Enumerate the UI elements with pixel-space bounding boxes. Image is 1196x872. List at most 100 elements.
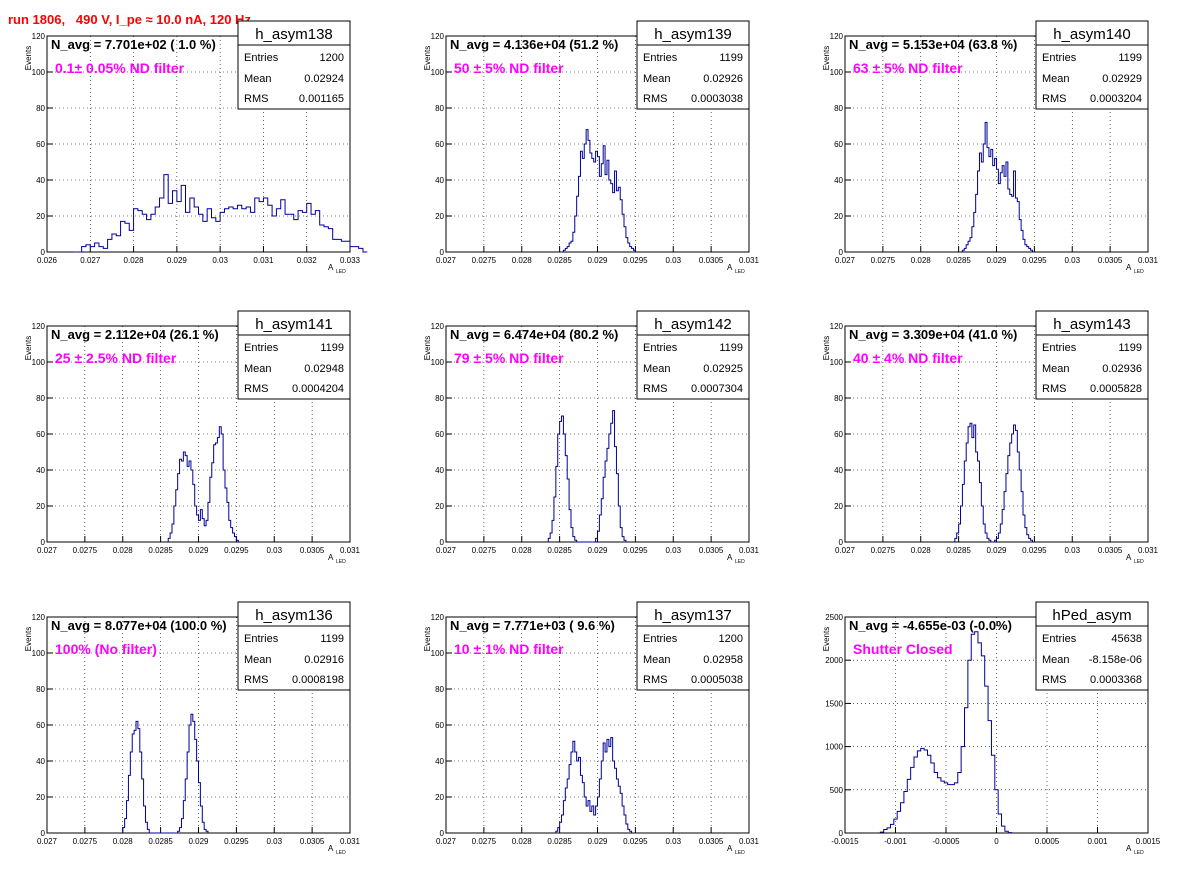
stat-mean-value: 0.02929 <box>1102 73 1142 85</box>
navg-label: N_avg = 4.136e+04 (51.2 %) <box>450 37 618 52</box>
x-tick-label: 0.031 <box>340 546 361 555</box>
y-tick-label: 80 <box>834 104 843 113</box>
x-tick-label: 0.0295 <box>623 256 648 265</box>
histogram-line <box>961 121 1033 252</box>
y-axis-title: Events <box>24 46 33 70</box>
x-tick-label: 0.03 <box>1064 256 1080 265</box>
y-tick-label: 20 <box>36 793 45 802</box>
navg-label: N_avg = 7.771e+03 ( 9.6 %) <box>450 618 615 633</box>
y-tick-label: 80 <box>435 685 444 694</box>
histogram-panel: 0.027 0.0275 0.028 0.0285 0.029 0.0295 0.03 0.0… <box>423 20 760 275</box>
histogram-panel: -0.0015 -0.001 -0.0005 0 0.0005 0.001 0.0015 0 5… <box>822 601 1161 856</box>
navg-label: N_avg = 6.474e+04 (80.2 %) <box>450 327 618 342</box>
filter-label: 0.1± 0.05% ND filter <box>55 60 185 76</box>
x-tick-label: 0.028 <box>113 546 134 555</box>
x-tick-label: 0.033 <box>340 256 361 265</box>
stat-rms-label: RMS <box>1042 674 1066 686</box>
x-axis-title: A <box>328 263 334 272</box>
y-tick-label: 120 <box>830 32 844 41</box>
histogram-name: h_asym139 <box>654 26 732 43</box>
stat-rms-label: RMS <box>1042 383 1066 395</box>
x-axis-title-sub: LED <box>1134 559 1144 565</box>
y-tick-label: 40 <box>435 466 444 475</box>
stat-entries-value: 45638 <box>1111 633 1142 645</box>
x-tick-label: 0.0305 <box>699 837 724 846</box>
stat-rms-label: RMS <box>244 383 268 395</box>
filter-label: 50 ± 5% ND filter <box>454 60 564 76</box>
y-tick-label: 120 <box>431 322 445 331</box>
navg-label: N_avg = 5.153e+04 (63.8 %) <box>849 37 1017 52</box>
y-tick-label: 40 <box>834 176 843 185</box>
x-tick-label: 0.001 <box>1087 837 1108 846</box>
y-tick-label: 20 <box>834 502 843 511</box>
filter-label: 40 ± 4% ND filter <box>853 350 963 366</box>
x-tick-label: 0.029 <box>587 837 608 846</box>
y-tick-label: 0 <box>41 538 46 547</box>
x-tick-label: 0.029 <box>587 546 608 555</box>
histogram-panel: 0.027 0.0275 0.028 0.0285 0.029 0.0295 0.03 0.0… <box>423 310 760 565</box>
y-tick-label: 40 <box>435 757 444 766</box>
x-tick-label: -0.0005 <box>932 837 960 846</box>
histogram-panel: 0.027 0.0275 0.028 0.0285 0.029 0.0295 0.03 0.0… <box>24 310 361 565</box>
y-tick-label: 80 <box>834 394 843 403</box>
x-tick-label: 0.0305 <box>1098 546 1123 555</box>
y-tick-label: 100 <box>32 358 46 367</box>
navg-label: N_avg = 8.077e+04 (100.0 %) <box>51 618 227 633</box>
stat-entries-label: Entries <box>643 633 678 645</box>
y-tick-label: 60 <box>435 721 444 730</box>
x-tick-label: 0.0015 <box>1136 837 1161 846</box>
x-tick-label: 0.027 <box>835 546 856 555</box>
y-tick-label: 20 <box>435 212 444 221</box>
y-tick-label: 100 <box>830 68 844 77</box>
x-tick-label: 0.0295 <box>224 546 249 555</box>
x-tick-label: 0.029 <box>986 256 1007 265</box>
histogram-name: h_asym138 <box>255 26 333 43</box>
histogram-name: h_asym141 <box>255 316 333 333</box>
y-tick-label: 0 <box>839 538 844 547</box>
x-tick-label: 0.029 <box>188 546 209 555</box>
y-tick-label: 0 <box>839 829 844 838</box>
x-tick-label: 0.0275 <box>73 546 98 555</box>
stat-rms-value: 0.0005038 <box>691 674 743 686</box>
x-tick-label: 0.028 <box>512 256 533 265</box>
y-axis-title: Events <box>423 46 432 70</box>
y-tick-label: 20 <box>36 212 45 221</box>
stat-entries-label: Entries <box>643 52 678 64</box>
y-tick-label: 40 <box>36 757 45 766</box>
navg-label: N_avg = 2.112e+04 (26.1 %) <box>51 327 219 342</box>
y-axis-title: Events <box>24 627 33 651</box>
y-tick-label: 0 <box>440 829 445 838</box>
stat-entries-value: 1199 <box>1118 342 1142 354</box>
stat-rms-label: RMS <box>643 674 667 686</box>
navg-label: N_avg = -4.655e-03 (-0.0%) <box>849 618 1012 633</box>
stat-rms-value: 0.001165 <box>299 93 344 105</box>
x-tick-label: 0.03 <box>665 256 681 265</box>
x-tick-label: 0.028 <box>512 837 533 846</box>
x-tick-label: 0.0295 <box>623 546 648 555</box>
x-tick-label: 0.028 <box>113 837 134 846</box>
x-tick-label: 0.032 <box>297 256 318 265</box>
y-tick-label: 80 <box>435 104 444 113</box>
x-tick-label: 0.0275 <box>472 256 497 265</box>
y-tick-label: 40 <box>36 176 45 185</box>
stat-rms-label: RMS <box>1042 93 1066 105</box>
y-tick-label: 120 <box>32 322 46 331</box>
y-tick-label: 120 <box>431 32 445 41</box>
y-tick-label: 100 <box>32 68 46 77</box>
x-tick-label: 0.0305 <box>300 546 325 555</box>
x-axis-title-sub: LED <box>735 559 745 565</box>
x-tick-label: 0.029 <box>986 546 1007 555</box>
y-tick-label: 2500 <box>825 613 843 622</box>
histogram-panel: 0.027 0.0275 0.028 0.0285 0.029 0.0295 0.03 0.0… <box>24 601 361 856</box>
histogram-panel: 0.027 0.0275 0.028 0.0285 0.029 0.0295 0.03 0.0… <box>822 20 1159 275</box>
x-tick-label: 0.031 <box>739 837 760 846</box>
stat-mean-value: 0.02916 <box>304 654 344 666</box>
x-tick-label: 0.0005 <box>1035 837 1060 846</box>
x-tick-label: 0.031 <box>739 546 760 555</box>
histogram-line <box>879 631 1013 834</box>
y-tick-label: 1000 <box>825 743 843 752</box>
x-tick-label: 0.0295 <box>623 837 648 846</box>
stat-rms-label: RMS <box>643 93 667 105</box>
x-tick-label: 0.0305 <box>699 546 724 555</box>
x-tick-label: 0.0275 <box>472 837 497 846</box>
